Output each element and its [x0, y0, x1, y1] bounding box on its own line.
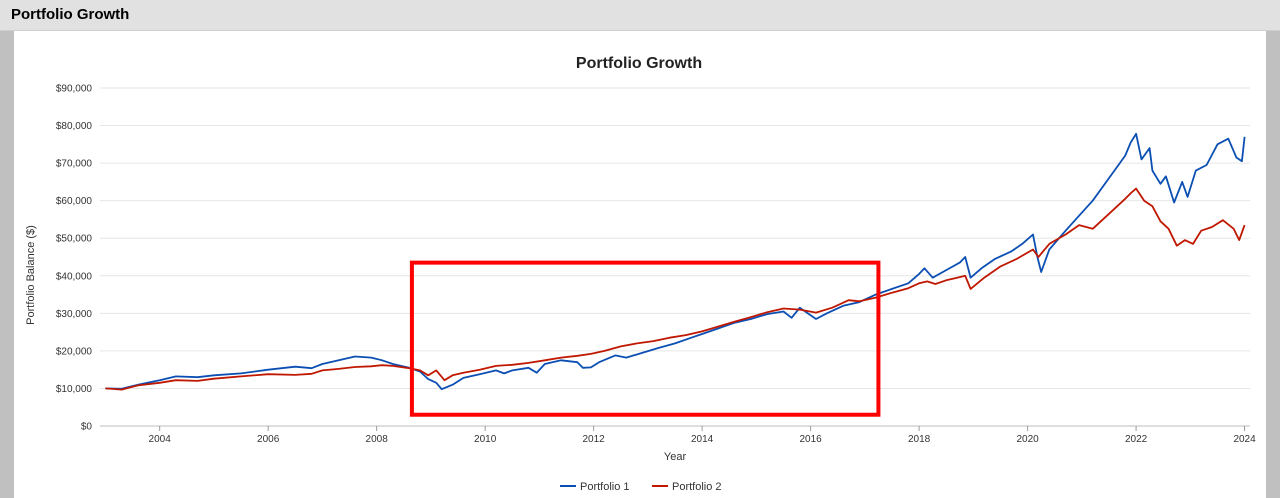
- x-axis-title: Year: [664, 451, 687, 463]
- x-tick-label: 2008: [366, 434, 389, 445]
- panel-header: Portfolio Growth: [0, 0, 1280, 31]
- x-axis-ticks: 2004 2006 2008 2010 2012 2014 2016 2018 2020 2022…: [149, 426, 1256, 445]
- y-tick-label: $60,000: [56, 196, 93, 207]
- portfolio-growth-chart: Portfolio Growth $0 $10,000 $20,000 $30,000…: [25, 55, 1256, 493]
- chart-panel: Portfolio Growth $0 $10,000 $20,000 $30,000…: [14, 31, 1266, 498]
- x-tick-label: 2024: [1233, 434, 1256, 445]
- y-tick-label: $30,000: [56, 309, 93, 320]
- y-tick-label: $50,000: [56, 234, 93, 245]
- y-tick-label: $10,000: [56, 384, 93, 395]
- highlight-rectangle: [409, 260, 881, 417]
- grid-lines: [100, 87, 1250, 427]
- legend-label-portfolio-1: Portfolio 1: [580, 481, 630, 493]
- x-tick-label: 2020: [1016, 434, 1039, 445]
- series-line-portfolio-1: [105, 132, 1246, 391]
- y-tick-label: $70,000: [56, 159, 93, 170]
- x-tick-label: 2018: [908, 434, 931, 445]
- series-lines: [105, 132, 1246, 391]
- y-tick-label: $90,000: [56, 84, 93, 95]
- x-tick-label: 2022: [1125, 434, 1148, 445]
- y-axis-ticks: $0 $10,000 $20,000 $30,000 $40,000 $50,000 $60…: [56, 84, 93, 433]
- series-line-portfolio-2: [105, 187, 1246, 391]
- y-tick-label: $0: [81, 422, 93, 433]
- y-axis-title: Portfolio Balance ($): [25, 225, 37, 325]
- x-tick-label: 2016: [799, 434, 822, 445]
- chart-title: Portfolio Growth: [576, 55, 702, 72]
- x-tick-label: 2006: [257, 434, 280, 445]
- annotation-layer: [409, 260, 881, 417]
- x-tick-label: 2010: [474, 434, 497, 445]
- y-tick-label: $20,000: [56, 346, 93, 357]
- legend: Portfolio 1 Portfolio 2: [560, 481, 722, 493]
- x-tick-label: 2004: [149, 434, 172, 445]
- panel-title: Portfolio Growth: [11, 6, 130, 23]
- x-tick-label: 2012: [583, 434, 606, 445]
- legend-label-portfolio-2: Portfolio 2: [672, 481, 722, 493]
- y-tick-label: $80,000: [56, 121, 93, 132]
- x-tick-label: 2014: [691, 434, 714, 445]
- y-tick-label: $40,000: [56, 271, 93, 282]
